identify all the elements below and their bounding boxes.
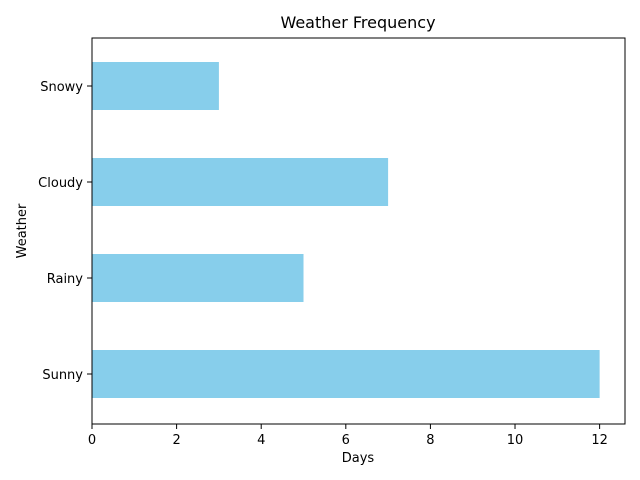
x-tick-label-8: 8 xyxy=(426,433,434,448)
x-tick-label-4: 4 xyxy=(257,433,265,448)
y-axis-ticks: Sunny Rainy Cloudy Snowy xyxy=(38,80,92,383)
y-tick-label-snowy: Snowy xyxy=(40,80,83,95)
bars-group xyxy=(92,62,600,398)
x-axis-ticks: 0 2 4 6 8 10 12 xyxy=(88,424,608,448)
x-tick-label-0: 0 xyxy=(88,433,96,448)
bar-cloudy xyxy=(92,158,389,206)
bar-sunny xyxy=(92,350,600,398)
bar-rainy xyxy=(92,254,304,302)
y-tick-label-sunny: Sunny xyxy=(42,368,83,383)
bar-snowy xyxy=(92,62,219,110)
y-tick-label-cloudy: Cloudy xyxy=(38,176,83,191)
x-tick-label-2: 2 xyxy=(172,433,180,448)
x-tick-label-6: 6 xyxy=(342,433,350,448)
plot-frame xyxy=(91,37,626,425)
x-axis-label: Days xyxy=(342,451,375,466)
x-tick-label-12: 12 xyxy=(591,433,608,448)
x-tick-label-10: 10 xyxy=(507,433,524,448)
y-tick-label-rainy: Rainy xyxy=(47,272,84,287)
chart-title: Weather Frequency xyxy=(280,13,435,32)
y-axis-label: Weather xyxy=(15,203,30,258)
